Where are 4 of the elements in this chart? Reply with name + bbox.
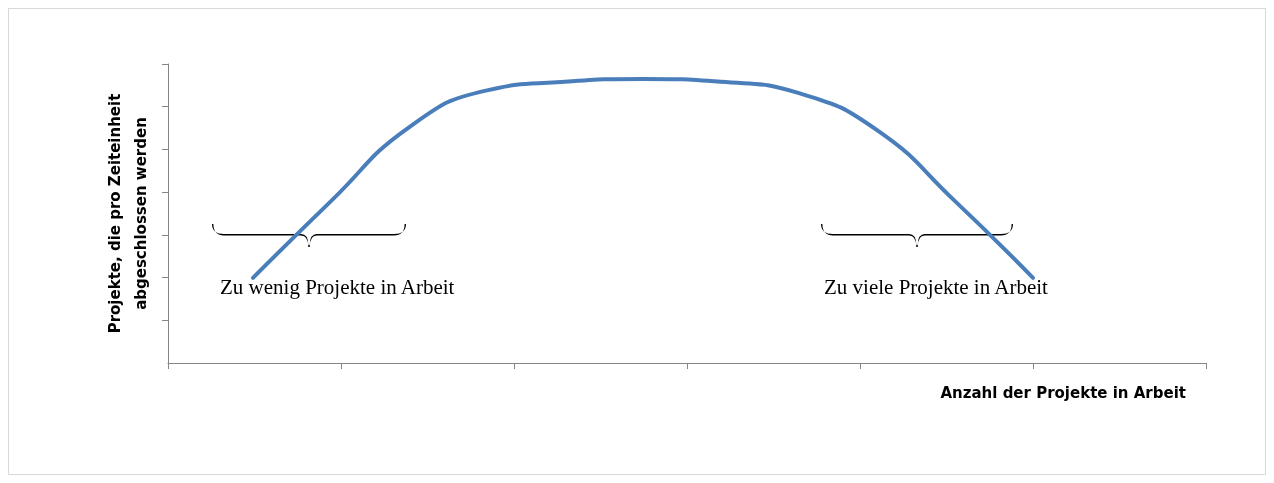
x-axis-title: Anzahl der Projekte in Arbeit bbox=[940, 383, 1186, 402]
annotation: Zu wenig Projekte in Arbeit bbox=[220, 275, 455, 300]
annotation: Zu viele Projekte in Arbeit bbox=[824, 275, 1048, 300]
y-axis-title: Projekte, die pro Zeiteinheit abgeschlossen werden bbox=[106, 93, 150, 334]
